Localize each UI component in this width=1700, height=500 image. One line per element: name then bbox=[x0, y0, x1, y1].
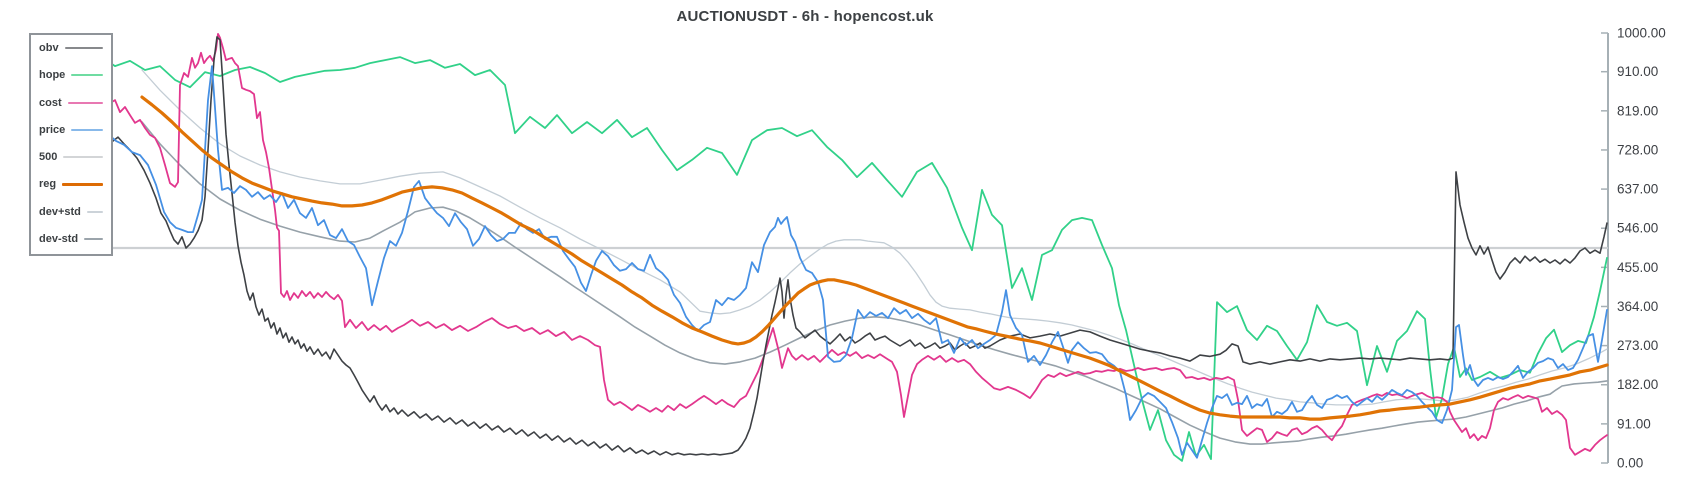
legend-swatch-reg bbox=[62, 182, 103, 186]
legend-item-label: obv bbox=[39, 42, 59, 54]
y-axis-tick-label: 637.00 bbox=[1617, 182, 1658, 197]
y-axis-tick-label: 910.00 bbox=[1617, 64, 1658, 79]
legend-swatch-obv bbox=[64, 47, 103, 49]
legend-swatch-dev-std bbox=[84, 237, 103, 240]
legend-item-reg: reg bbox=[39, 178, 103, 190]
legend-swatch-dev+std bbox=[86, 210, 103, 213]
series-line-price bbox=[99, 65, 1608, 459]
legend-item-label: reg bbox=[39, 178, 57, 191]
legend-swatch-500 bbox=[63, 156, 103, 159]
y-axis-tick-label: 273.00 bbox=[1617, 338, 1658, 353]
legend-item-label: dev-std bbox=[39, 232, 79, 245]
y-axis-tick-label: 0.00 bbox=[1617, 456, 1643, 471]
y-axis-tick-label: 819.00 bbox=[1617, 103, 1658, 118]
legend-swatch-hope bbox=[71, 74, 103, 77]
legend-item-label: dev+std bbox=[39, 205, 81, 218]
chart-title: AUCTIONUSDT - 6h - hopencost.uk bbox=[676, 8, 934, 25]
legend-item-price: price bbox=[39, 124, 103, 136]
legend: obv hope cost price 500 reg dev+std dev-std bbox=[29, 33, 113, 256]
legend-item-dev-std: dev-std bbox=[39, 233, 103, 245]
legend-item-cost: cost bbox=[39, 97, 103, 109]
legend-item-label: hope bbox=[39, 69, 66, 82]
legend-item-obv: obv bbox=[39, 42, 103, 54]
y-axis-tick-label: 546.00 bbox=[1617, 221, 1658, 236]
legend-item-label: cost bbox=[39, 96, 62, 109]
legend-item-hope: hope bbox=[39, 69, 103, 81]
series-line-obv bbox=[99, 36, 1608, 456]
legend-swatch-price bbox=[71, 128, 103, 131]
legend-item-label: 500 bbox=[39, 151, 58, 164]
legend-swatch-cost bbox=[67, 101, 103, 104]
series-line-dev+std bbox=[141, 69, 1608, 406]
y-axis-tick-label: 728.00 bbox=[1617, 142, 1658, 157]
y-axis-tick-label: 364.00 bbox=[1617, 299, 1658, 314]
series-line-hope bbox=[99, 54, 1608, 462]
series-line-cost bbox=[99, 33, 1608, 456]
legend-item-label: price bbox=[39, 123, 66, 136]
series-line-dev-std bbox=[141, 121, 1608, 445]
y-axis-tick-label: 455.00 bbox=[1617, 260, 1658, 275]
series-line-reg bbox=[140, 95, 1609, 421]
y-axis-tick-label: 182.00 bbox=[1617, 377, 1658, 392]
y-axis-tick-label: 91.00 bbox=[1617, 416, 1651, 431]
legend-item-dev+std: dev+std bbox=[39, 206, 103, 218]
y-axis-tick-label: 1000.00 bbox=[1617, 26, 1666, 41]
legend-item-500: 500 bbox=[39, 151, 103, 163]
